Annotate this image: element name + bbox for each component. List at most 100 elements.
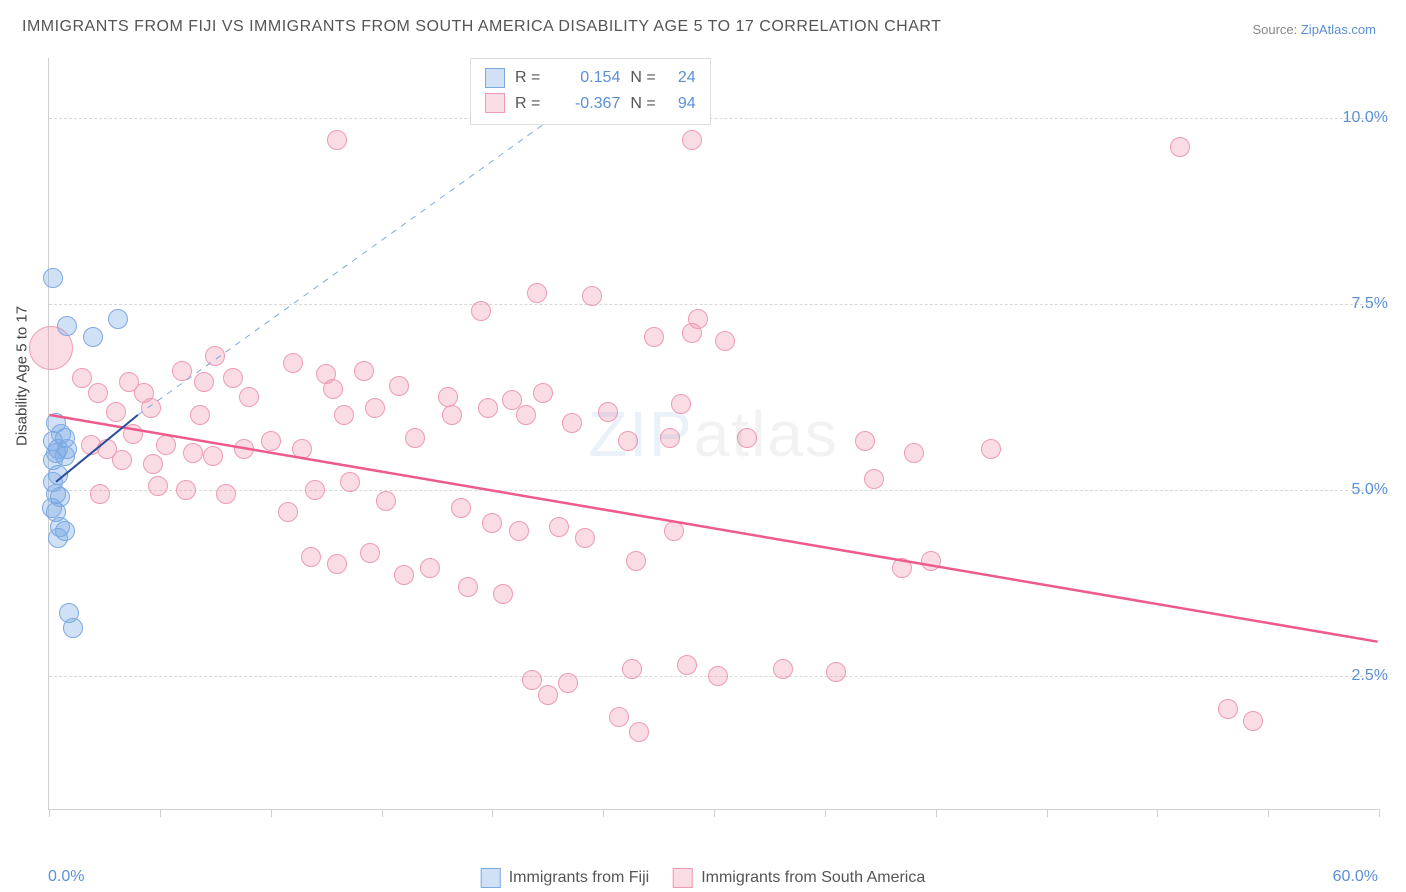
n-label: N = (630, 65, 655, 91)
data-point-sa (677, 655, 697, 675)
correlation-legend: R = 0.154 N = 24 R = -0.367 N = 94 (470, 58, 711, 125)
data-point-sa (301, 547, 321, 567)
x-tick (492, 809, 493, 817)
swatch-sa (485, 93, 505, 113)
data-point-sa (156, 435, 176, 455)
data-point-sa (522, 670, 542, 690)
data-point-sa (327, 554, 347, 574)
data-point-sa (493, 584, 513, 604)
data-point-sa (715, 331, 735, 351)
x-tick (382, 809, 383, 817)
x-tick (160, 809, 161, 817)
data-point-fiji (63, 618, 83, 638)
data-point-sa (90, 484, 110, 504)
data-point-sa (327, 130, 347, 150)
data-point-sa (609, 707, 629, 727)
data-point-sa (826, 662, 846, 682)
data-point-sa (376, 491, 396, 511)
data-point-sa (261, 431, 281, 451)
data-point-sa (278, 502, 298, 522)
r-value-sa: -0.367 (550, 91, 620, 117)
swatch-sa (673, 868, 693, 888)
source-prefix: Source: (1252, 22, 1300, 37)
legend-row-sa: R = -0.367 N = 94 (485, 91, 696, 117)
data-point-sa (123, 424, 143, 444)
data-point-sa (708, 666, 728, 686)
data-point-sa (143, 454, 163, 474)
x-tick (825, 809, 826, 817)
data-point-sa (575, 528, 595, 548)
x-tick (1047, 809, 1048, 817)
data-point-sa (141, 398, 161, 418)
data-point-sa (394, 565, 414, 585)
data-point-sa (438, 387, 458, 407)
data-point-sa (365, 398, 385, 418)
data-point-sa (88, 383, 108, 403)
y-tick-label: 10.0% (1343, 109, 1388, 127)
data-point-sa (305, 480, 325, 500)
x-tick (49, 809, 50, 817)
y-tick-label: 2.5% (1352, 667, 1388, 685)
data-point-sa (340, 472, 360, 492)
n-value-fiji: 24 (666, 65, 696, 91)
gridline (49, 118, 1378, 119)
data-point-sa (981, 439, 1001, 459)
data-point-sa (334, 405, 354, 425)
data-point-sa (558, 673, 578, 693)
legend-label-fiji: Immigrants from Fiji (509, 869, 649, 887)
data-point-sa (205, 346, 225, 366)
swatch-fiji (481, 868, 501, 888)
y-axis-label: Disability Age 5 to 17 (14, 306, 31, 446)
data-point-sa (478, 398, 498, 418)
data-point-sa (283, 353, 303, 373)
data-point-sa (458, 577, 478, 597)
data-point-sa (203, 446, 223, 466)
x-tick-max: 60.0% (1333, 868, 1378, 886)
data-point-sa (626, 551, 646, 571)
data-point-sa (629, 722, 649, 742)
data-point-sa (582, 286, 602, 306)
data-point-sa (360, 543, 380, 563)
data-point-sa (533, 383, 553, 403)
data-point-sa (644, 327, 664, 347)
data-point-fiji (83, 327, 103, 347)
legend-label-sa: Immigrants from South America (701, 869, 925, 887)
data-point-sa (737, 428, 757, 448)
data-point-sa (148, 476, 168, 496)
chart-title: IMMIGRANTS FROM FIJI VS IMMIGRANTS FROM … (22, 18, 941, 36)
data-point-sa (549, 517, 569, 537)
data-point-sa (442, 405, 462, 425)
data-point-sa (292, 439, 312, 459)
legend-item-fiji: Immigrants from Fiji (481, 868, 649, 888)
trendlines-layer (49, 58, 1378, 809)
source-link[interactable]: ZipAtlas.com (1301, 22, 1376, 37)
data-point-sa (216, 484, 236, 504)
data-point-fiji (108, 309, 128, 329)
data-point-sa (618, 431, 638, 451)
data-point-sa (183, 443, 203, 463)
r-value-fiji: 0.154 (550, 65, 620, 91)
data-point-sa (72, 368, 92, 388)
x-tick (714, 809, 715, 817)
data-point-sa (323, 379, 343, 399)
data-point-fiji (48, 528, 68, 548)
series-legend: Immigrants from Fiji Immigrants from Sou… (481, 868, 926, 888)
data-point-sa (239, 387, 259, 407)
data-point-sa (234, 439, 254, 459)
data-point-sa (527, 283, 547, 303)
data-point-sa (106, 402, 126, 422)
r-label: R = (515, 91, 540, 117)
x-tick (1157, 809, 1158, 817)
data-point-sa (622, 659, 642, 679)
data-point-sa (1243, 711, 1263, 731)
data-point-sa (420, 558, 440, 578)
data-point-sa (671, 394, 691, 414)
data-point-sa (682, 323, 702, 343)
data-point-fiji (43, 268, 63, 288)
data-point-sa (904, 443, 924, 463)
data-point-sa (354, 361, 374, 381)
data-point-sa (682, 130, 702, 150)
x-tick (936, 809, 937, 817)
data-point-sa (405, 428, 425, 448)
x-tick (271, 809, 272, 817)
